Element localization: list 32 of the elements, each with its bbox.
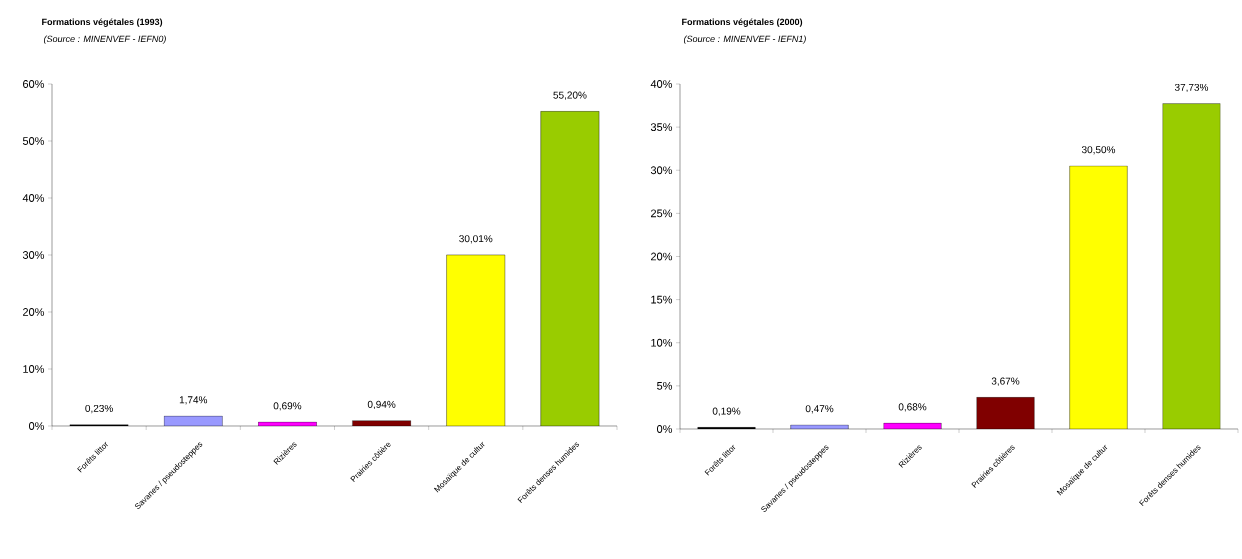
chart-title: Formations végétales (2000) <box>682 18 803 27</box>
chart-subtitle: (Source : MINENVEF - IEFN0) <box>43 35 166 44</box>
y-tick-label: 10% <box>651 338 673 347</box>
data-label: 55,20% <box>553 91 587 100</box>
data-label: 0,47% <box>805 405 834 414</box>
data-label: 0,68% <box>898 403 927 412</box>
data-label: 0,94% <box>367 400 396 410</box>
y-tick-label: 30% <box>22 251 45 259</box>
data-label: 30,01% <box>459 235 493 244</box>
y-tick-label: 20% <box>23 308 45 316</box>
data-label: 30,50% <box>1081 146 1116 155</box>
chart-subtitle: (Source : MINENVEF - IEFN1) <box>683 35 806 44</box>
data-label: 37,73% <box>1174 83 1209 93</box>
data-label: 0,19% <box>712 407 741 416</box>
y-tick-label: 40% <box>650 80 673 88</box>
y-tick-label: 5% <box>657 382 673 390</box>
data-label: 3,67% <box>991 377 1020 386</box>
y-tick-label: 50% <box>22 137 45 145</box>
y-tick-label: 20% <box>651 252 673 261</box>
y-tick-label: 60% <box>23 80 45 88</box>
y-tick-label: 15% <box>651 295 673 304</box>
y-tick-label: 30% <box>650 166 673 175</box>
y-tick-label: 40% <box>22 194 45 202</box>
data-label: 0,69% <box>273 402 302 411</box>
y-tick-label: 35% <box>650 123 673 132</box>
chart-title: Formations végétales (1993) <box>42 18 163 27</box>
data-label: 0,23% <box>85 404 113 414</box>
y-tick-label: 0% <box>29 422 45 430</box>
data-label: 1,74% <box>179 396 208 405</box>
y-tick-label: 10% <box>23 365 45 373</box>
y-tick-label: 0% <box>657 425 673 433</box>
y-tick-label: 25% <box>651 209 673 218</box>
